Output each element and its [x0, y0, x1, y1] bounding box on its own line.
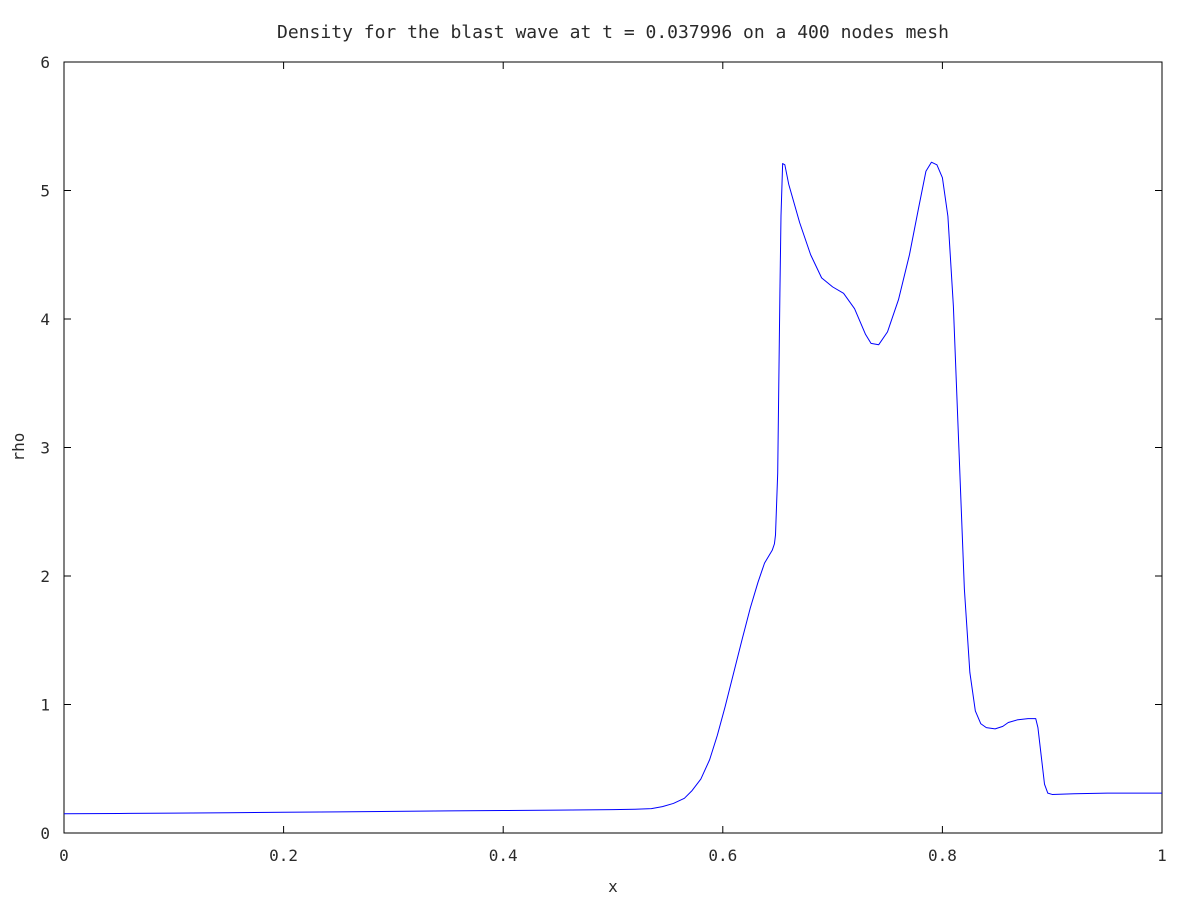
series-lines — [63, 161, 1162, 815]
y-tick-label-0: 0 — [40, 824, 50, 843]
x-tick-label-5: 1 — [1157, 846, 1167, 865]
y-axis-label: rho — [9, 433, 28, 462]
axis-ticks — [63, 61, 1163, 834]
y-tick-label-6: 6 — [40, 53, 50, 72]
axis-tick-labels: 0 0.2 0.4 0.6 0.8 1 0 1 2 3 4 5 6 — [40, 53, 1166, 865]
x-tick-label-1: 0.2 — [269, 846, 298, 865]
x-tick-label-2: 0.4 — [489, 846, 518, 865]
y-tick-label-4: 4 — [40, 310, 50, 329]
x-axis-label: x — [608, 877, 618, 896]
y-tick-label-5: 5 — [40, 182, 50, 201]
x-tick-label-0: 0 — [59, 846, 69, 865]
plot-frame — [63, 61, 1163, 834]
chart-title: Density for the blast wave at t = 0.0379… — [277, 22, 949, 43]
y-tick-label-1: 1 — [40, 696, 50, 715]
x-tick-label-3: 0.6 — [708, 846, 737, 865]
y-tick-label-3: 3 — [40, 439, 50, 458]
x-tick-label-4: 0.8 — [928, 846, 957, 865]
density-series-line-0 — [63, 161, 1162, 815]
y-tick-label-2: 2 — [40, 567, 50, 586]
